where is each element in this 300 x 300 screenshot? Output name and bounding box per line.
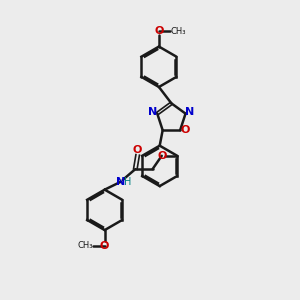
Text: O: O xyxy=(100,241,110,250)
Text: CH₃: CH₃ xyxy=(170,27,186,36)
Text: CH₃: CH₃ xyxy=(78,241,93,250)
Text: O: O xyxy=(157,151,167,161)
Text: H: H xyxy=(124,177,131,187)
Text: O: O xyxy=(133,145,142,155)
Text: N: N xyxy=(116,177,126,187)
Text: N: N xyxy=(185,107,194,117)
Text: O: O xyxy=(180,125,190,135)
Text: N: N xyxy=(148,107,158,117)
Text: O: O xyxy=(154,26,164,36)
